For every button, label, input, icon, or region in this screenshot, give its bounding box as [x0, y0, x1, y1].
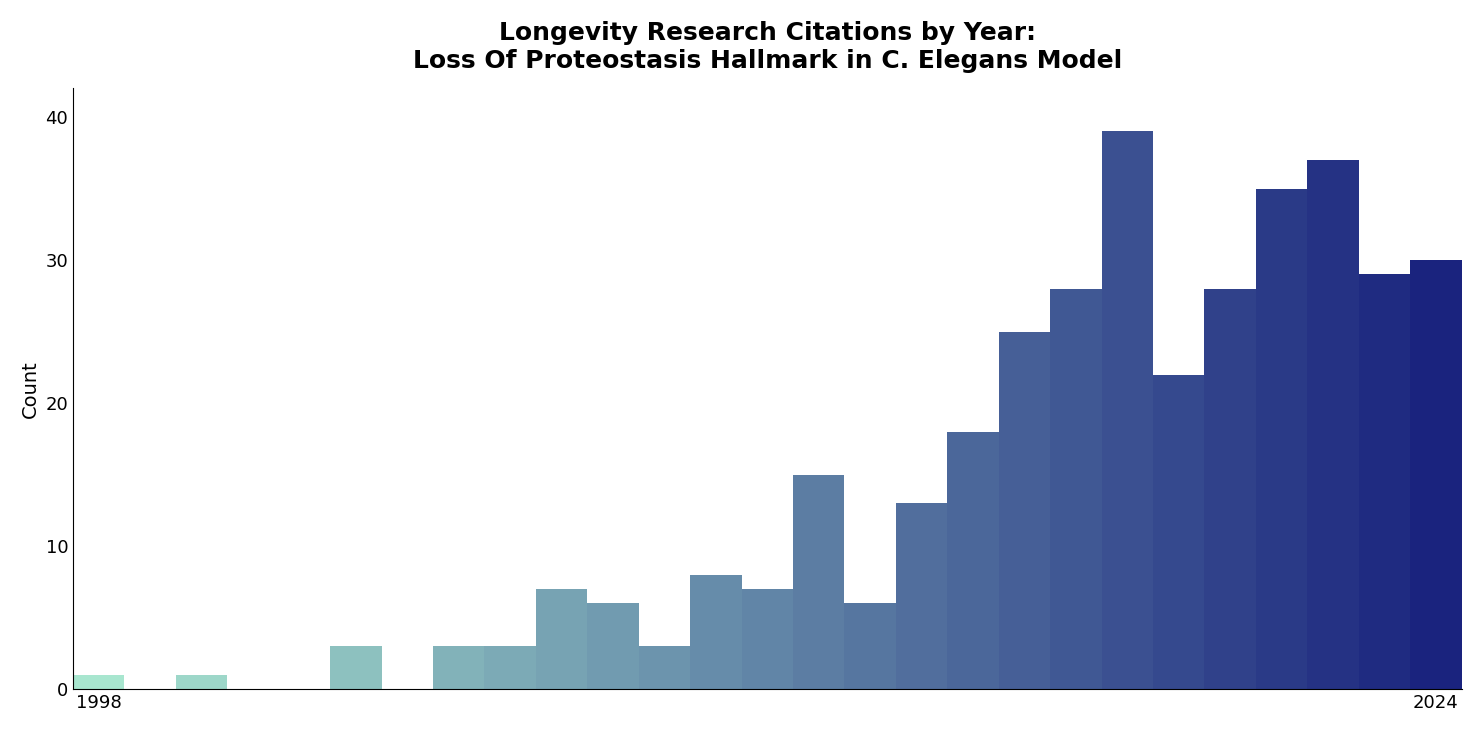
Bar — [588, 603, 638, 689]
Bar — [690, 575, 742, 689]
Bar — [177, 675, 227, 689]
Bar — [999, 331, 1051, 689]
Y-axis label: Count: Count — [21, 360, 40, 418]
Bar — [742, 589, 792, 689]
Bar — [1410, 260, 1462, 689]
Bar — [484, 647, 536, 689]
Bar — [433, 647, 484, 689]
Bar — [844, 603, 896, 689]
Bar — [638, 647, 690, 689]
Bar — [1255, 188, 1307, 689]
Bar — [1359, 274, 1410, 689]
Bar — [73, 675, 125, 689]
Bar — [1101, 131, 1153, 689]
Bar — [1051, 289, 1101, 689]
Bar — [536, 589, 588, 689]
Bar — [947, 432, 999, 689]
Bar — [329, 647, 381, 689]
Bar — [1205, 289, 1255, 689]
Bar — [1307, 160, 1359, 689]
Bar — [1153, 375, 1205, 689]
Title: Longevity Research Citations by Year:
Loss Of Proteostasis Hallmark in C. Elegan: Longevity Research Citations by Year: Lo… — [413, 21, 1122, 73]
Bar — [792, 475, 844, 689]
Bar — [896, 504, 947, 689]
